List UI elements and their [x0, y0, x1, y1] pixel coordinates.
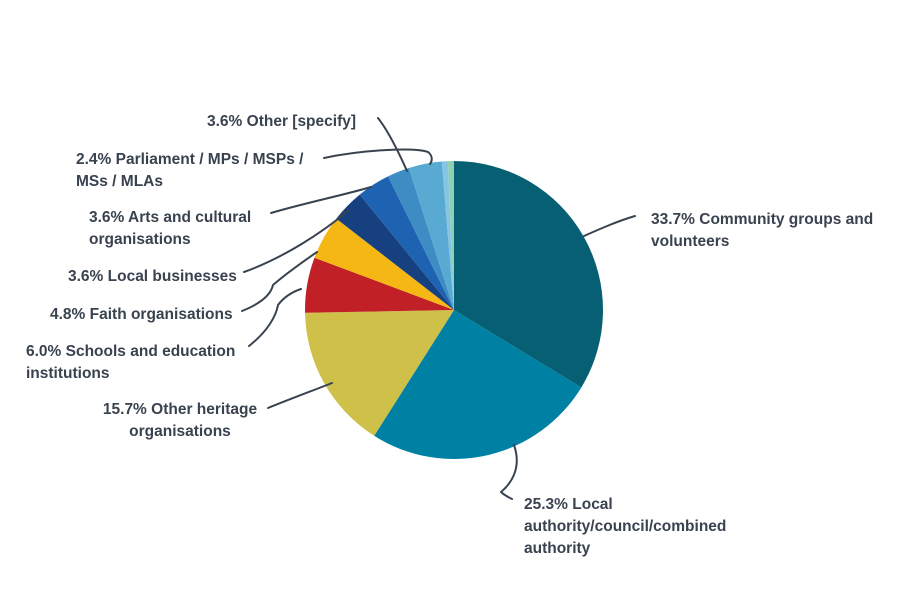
pie-slice-community-groups-and-volunteers [454, 161, 604, 388]
slice-label-other-specify: 3.6% Other [specify] [207, 113, 357, 130]
pie-slices-group [305, 160, 604, 459]
slice-label-parliament: 2.4% Parliament / MPs / MSPs / MSs / MLA… [76, 151, 304, 190]
pie-slice-schools-and-education-institutions [305, 257, 454, 313]
leader-lines-group [241, 117, 636, 500]
slice-label-community-groups: 33.7% Community groups and volunteers [651, 211, 874, 250]
leader-line-faith [241, 251, 318, 312]
slice-label-local-authority: 25.3% Local authority/council/combined a… [524, 496, 727, 557]
pie-slice-faith-organisations [314, 218, 454, 310]
leader-line-arts-cultural [270, 186, 372, 214]
slice-label-arts-cultural: 3.6% Arts and cultural organisations [89, 209, 252, 248]
slice-label-other-heritage: 15.7% Other heritage organisations [102, 401, 258, 440]
slice-label-schools: 6.0% Schools and education institutions [26, 343, 236, 382]
leader-line-local-businesses [243, 209, 350, 273]
leader-line-community-groups [583, 215, 636, 237]
pie-slice-other-heritage-organisations [305, 310, 454, 436]
leader-line-other-specify [377, 117, 408, 172]
pie-slice-arts-and-cultural-organisations [359, 176, 454, 310]
pie-slice-unlabelled-9 [441, 161, 454, 310]
pie-slice-local-businesses [336, 194, 454, 310]
leader-line-schools [248, 288, 302, 347]
leader-line-parliament [323, 148, 433, 165]
pie-slice-other-specify [408, 161, 454, 310]
pie-slice-unlabelled-10 [447, 160, 454, 310]
pie-slice-parliament-mps-msps-mss-mlas [388, 168, 454, 310]
leader-line-other-heritage [267, 382, 333, 409]
pie-slice-local-authority-council-combined-authority [374, 310, 582, 459]
leader-line-local-authority [500, 444, 518, 500]
slice-label-faith: 4.8% Faith organisations [50, 306, 233, 323]
slice-label-local-businesses: 3.6% Local businesses [68, 268, 237, 285]
